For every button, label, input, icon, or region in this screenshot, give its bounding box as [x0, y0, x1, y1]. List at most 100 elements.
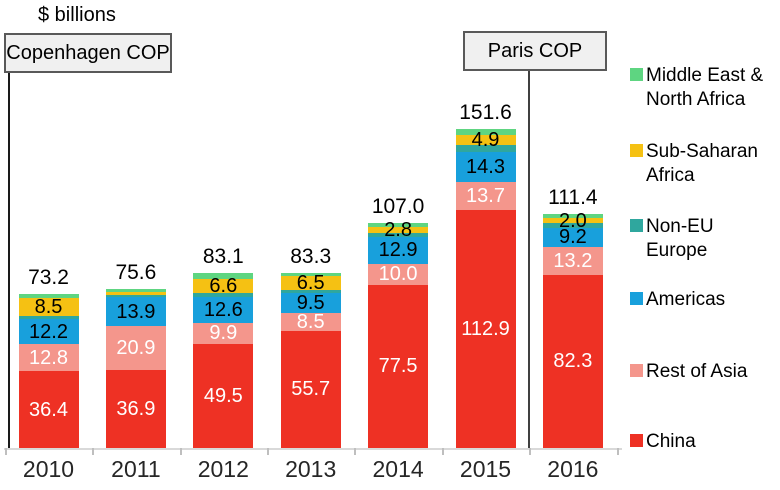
segment-2010-non-eu-europe — [18, 315, 79, 319]
segment-value-label: 13.7 — [466, 185, 505, 208]
segment-2014-middle-east-north-africa — [368, 222, 429, 227]
segment-value-label: 6.6 — [209, 274, 238, 297]
segment-value-label: 10.0 — [378, 263, 418, 286]
x-axis-label-2013: 2013 — [285, 456, 337, 482]
y-axis-title: $ billions — [38, 4, 116, 26]
segment-2015-rest-of-asia: 13.7 — [455, 181, 516, 211]
legend-swatch-icon — [630, 68, 643, 81]
segment-value-label: 12.2 — [29, 320, 68, 343]
bar-2016: 82.3 13.2 9.2 2.0 — [542, 211, 603, 448]
segment-2015-non-eu-europe — [455, 145, 516, 152]
legend-label: Rest of Asia — [646, 361, 748, 382]
segment-2016-middle-east-north-africa — [542, 213, 603, 219]
segment-2012-rest-of-asia: 9.9 — [193, 322, 254, 345]
segment-value-label: 6.5 — [296, 271, 325, 294]
segment-value-label: 13.2 — [553, 249, 593, 272]
segment-2014-china: 77.5 — [368, 284, 429, 448]
segment-2013-americas: 9.5 — [280, 291, 341, 314]
segment-2012-non-eu-europe — [193, 292, 254, 297]
segment-2010-rest-of-asia: 12.8 — [18, 344, 79, 372]
legend-label: Middle East & North Africa — [646, 65, 764, 110]
x-axis-line — [4, 448, 622, 450]
segment-2010-sub-saharan-africa: 8.5 — [18, 295, 79, 318]
segment-2013-middle-east-north-africa — [280, 272, 341, 276]
segment-value-label: 9.9 — [209, 322, 238, 345]
segment-2014-sub-saharan-africa: 2.8 — [368, 220, 429, 240]
total-label-2011: 75.6 — [115, 260, 157, 284]
x-axis-label-2014: 2014 — [372, 456, 424, 482]
bar-2015: 112.9 13.7 14.3 4.9 — [455, 129, 516, 448]
segment-2012-americas: 12.6 — [193, 296, 254, 324]
segment-value-label: 36.4 — [29, 398, 68, 421]
copenhagen-cop-marker-line — [8, 73, 10, 448]
bar-2012: 49.5 9.9 12.6 6.6 — [193, 273, 254, 448]
segment-value-label: 12.6 — [203, 298, 243, 321]
segment-value-label: 2.0 — [558, 209, 587, 232]
x-axis-tick — [441, 448, 444, 455]
x-axis-tick — [92, 448, 95, 455]
x-axis-label-2010: 2010 — [22, 456, 75, 482]
segment-value-label: 20.9 — [116, 337, 156, 360]
bar-2011: 36.9 20.9 13.9 — [105, 288, 166, 448]
segment-2016-china: 82.3 — [542, 274, 603, 448]
legend-swatch-icon — [630, 364, 643, 377]
legend: Middle East & North Africa Sub-Saharan Af… — [630, 0, 778, 490]
segment-2016-sub-saharan-africa: 2.0 — [542, 211, 603, 231]
segment-2010-americas: 12.2 — [18, 318, 79, 345]
total-label-2016: 111.4 — [548, 185, 598, 209]
legend-label: Sub-Saharan Africa — [646, 141, 758, 186]
x-axis-tick — [4, 448, 7, 455]
legend-swatch-icon — [630, 219, 643, 232]
legend-label: Americas — [646, 289, 726, 310]
annotation-copenhagen-cop-label: Copenhagen COP — [6, 41, 170, 64]
segment-value-label: 112.9 — [461, 318, 510, 341]
segment-2016-americas: 9.2 — [542, 226, 603, 249]
legend-label: Non-EU Europe — [646, 216, 714, 261]
legend-item-americas: Americas — [630, 288, 725, 312]
x-axis-label-2015: 2015 — [459, 456, 512, 482]
segment-value-label: 49.5 — [203, 384, 243, 407]
segment-value-label: 13.9 — [116, 300, 156, 323]
segment-2010-middle-east-north-africa — [18, 294, 79, 299]
segment-2014-non-eu-europe — [368, 232, 429, 237]
segment-value-label: 12.8 — [29, 346, 68, 369]
segment-value-label: 9.5 — [296, 291, 325, 314]
x-axis-tick — [267, 448, 269, 455]
annotation-copenhagen-cop: Copenhagen COP — [4, 33, 172, 73]
segment-2011-non-eu-europe — [105, 294, 166, 298]
segment-2013-rest-of-asia: 8.5 — [280, 310, 341, 333]
segment-value-label: 77.5 — [378, 355, 418, 378]
segment-value-label: 8.5 — [34, 295, 63, 318]
total-label-2010: 73.2 — [28, 265, 69, 289]
segment-value-label: 8.5 — [296, 310, 325, 333]
total-label-2013: 83.3 — [290, 244, 332, 268]
legend-swatch-icon — [630, 292, 643, 305]
segment-value-label: 14.3 — [466, 155, 505, 178]
annotation-paris-cop-label: Paris COP — [487, 39, 583, 62]
segment-2011-americas: 13.9 — [105, 297, 166, 327]
segment-2014-rest-of-asia: 10.0 — [368, 263, 429, 286]
segment-2016-rest-of-asia: 13.2 — [542, 247, 603, 275]
segment-2013-sub-saharan-africa: 6.5 — [280, 271, 341, 294]
legend-swatch-icon — [630, 144, 643, 157]
legend-item-non-eu-europe: Non-EU Europe — [630, 215, 714, 263]
annotation-paris-cop: Paris COP — [463, 31, 607, 71]
segment-2015-middle-east-north-africa — [455, 129, 516, 136]
segment-value-label: 9.2 — [558, 226, 587, 249]
segment-2010-china: 36.4 — [18, 371, 79, 448]
x-axis-tick — [179, 448, 182, 455]
segment-value-label: 55.7 — [291, 378, 331, 401]
segment-2016-non-eu-europe — [542, 222, 603, 228]
segment-2015-sub-saharan-africa: 4.9 — [455, 130, 516, 150]
legend-swatch-icon — [630, 434, 643, 447]
segment-2011-china: 36.9 — [105, 370, 166, 448]
bar-2013: 55.7 8.5 9.5 6.5 — [280, 271, 341, 448]
bar-2014: 77.5 10.0 12.9 2.8 — [368, 220, 429, 448]
total-label-2012: 83.1 — [202, 245, 244, 269]
segment-2012-china: 49.5 — [193, 343, 254, 448]
segment-2011-rest-of-asia: 20.9 — [105, 326, 166, 371]
x-axis-tick — [616, 448, 619, 455]
x-axis-label-2016: 2016 — [547, 456, 599, 482]
bar-2010: 36.4 12.8 12.2 8.5 — [18, 294, 79, 448]
